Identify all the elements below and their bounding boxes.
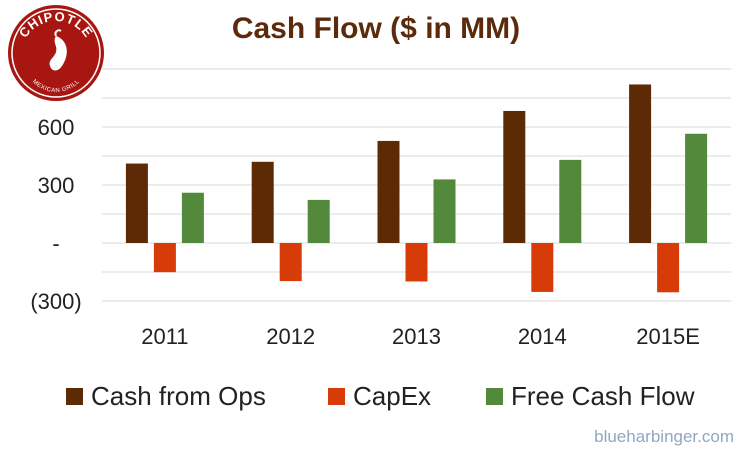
legend-label: Free Cash Flow bbox=[511, 381, 695, 411]
bar-cash-from-ops-2013 bbox=[377, 140, 400, 243]
legend-label: Cash from Ops bbox=[91, 381, 266, 411]
y-tick-label: - bbox=[52, 231, 59, 256]
x-tick-label: 2012 bbox=[266, 324, 315, 349]
legend: Cash from Ops CapEx Free Cash Flow bbox=[66, 381, 695, 411]
x-tick-label: 2013 bbox=[392, 324, 441, 349]
bar-free-cash-flow-2013 bbox=[433, 179, 456, 243]
x-tick-label: 2014 bbox=[518, 324, 567, 349]
bar-capex-2011 bbox=[153, 243, 176, 273]
watermark: blueharbinger.com bbox=[594, 427, 734, 446]
bar-capex-2015e bbox=[657, 243, 680, 293]
chili-pepper-icon bbox=[49, 36, 67, 71]
bar-free-cash-flow-2015e bbox=[685, 133, 708, 243]
bar-cash-from-ops-2015e bbox=[629, 84, 652, 243]
legend-label: CapEx bbox=[353, 381, 431, 411]
bar-capex-2013 bbox=[405, 243, 428, 282]
bar-cash-from-ops-2012 bbox=[251, 161, 274, 243]
chipotle-logo: CHIPOTLE MEXICAN GRILL bbox=[8, 5, 104, 101]
pepper-stem-icon bbox=[54, 29, 62, 37]
y-tick-label: 600 bbox=[38, 115, 75, 140]
y-tick-label: 300 bbox=[38, 173, 75, 198]
x-tick-label: 2011 bbox=[141, 324, 188, 349]
y-tick-label: (300) bbox=[30, 289, 81, 314]
legend-swatch bbox=[486, 388, 503, 405]
x-tick-label: 2015E bbox=[636, 324, 700, 349]
bar-capex-2014 bbox=[531, 243, 554, 292]
bar-cash-from-ops-2014 bbox=[503, 110, 526, 243]
bar-cash-from-ops-2011 bbox=[125, 163, 148, 243]
legend-swatch bbox=[66, 388, 83, 405]
bar-free-cash-flow-2012 bbox=[307, 199, 330, 243]
chart-title: Cash Flow ($ in MM) bbox=[232, 12, 520, 45]
bars bbox=[125, 84, 708, 293]
bar-free-cash-flow-2014 bbox=[559, 159, 582, 243]
bar-capex-2012 bbox=[279, 243, 302, 282]
logo-ring bbox=[11, 8, 101, 98]
y-axis-ticks: 600 300 - (300) bbox=[30, 115, 81, 314]
x-axis-ticks: 2011 2012 2013 2014 2015E bbox=[141, 324, 700, 349]
legend-swatch bbox=[328, 388, 345, 405]
bar-free-cash-flow-2011 bbox=[181, 192, 204, 243]
